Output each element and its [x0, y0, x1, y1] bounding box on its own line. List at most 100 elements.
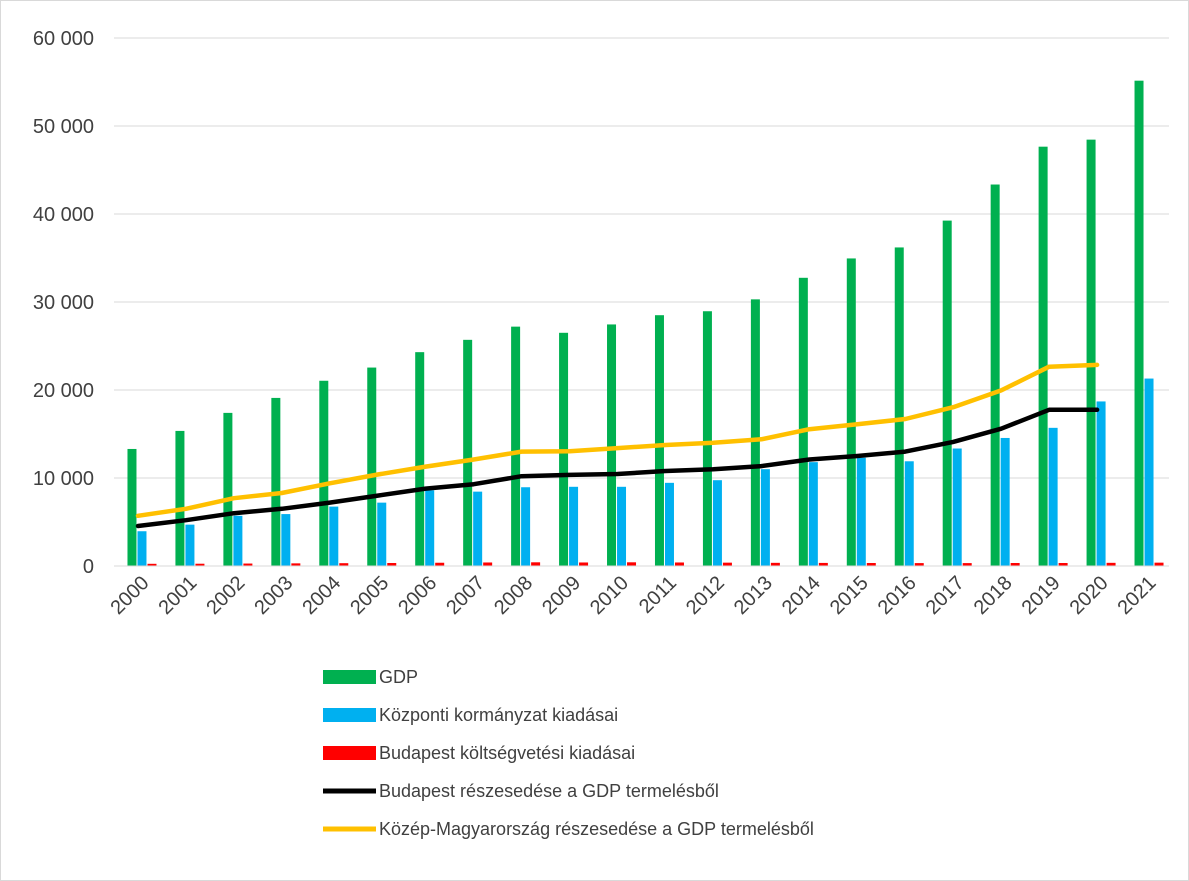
- x-tick-label: 2014: [778, 572, 825, 619]
- bar-budapest-koltsegvetesi-kiadasai-2009: [579, 562, 589, 566]
- x-tick-label: 2016: [874, 572, 921, 619]
- x-tick-label: 2020: [1066, 572, 1113, 619]
- bar-gdp-2002: [223, 412, 233, 566]
- bar-budapest-koltsegvetesi-kiadasai-2016: [914, 563, 924, 566]
- y-tick-label: 20 000: [33, 380, 94, 402]
- bar-gdp-2015: [846, 258, 856, 566]
- legend-label: Központi kormányzat kiadásai: [379, 705, 618, 725]
- y-tick-label: 50 000: [33, 116, 94, 138]
- bar-budapest-koltsegvetesi-kiadasai-2004: [339, 563, 349, 566]
- bar-gdp-2021: [1134, 80, 1144, 567]
- legend: GDP Központi kormányzat kiadásai Budapest …: [323, 667, 814, 839]
- x-tick-label: 2002: [202, 572, 249, 619]
- bar-gdp-2017: [942, 220, 952, 566]
- bar-kozponti-kormanyzat-kiadasai-2008: [521, 487, 531, 566]
- bar-budapest-koltsegvetesi-kiadasai-2020: [1106, 562, 1116, 566]
- bar-kozponti-kormanyzat-kiadasai-2002: [233, 515, 243, 566]
- legend-label: Budapest költségvetési kiadásai: [379, 743, 635, 763]
- legend-swatch: [323, 708, 376, 722]
- x-tick-label: 2011: [635, 572, 681, 618]
- bar-budapest-koltsegvetesi-kiadasai-2006: [435, 562, 445, 566]
- bar-gdp-2011: [654, 315, 664, 566]
- bar-budapest-koltsegvetesi-kiadasai-2011: [674, 562, 684, 566]
- line-kozep-magyarorszag-reszesedese-a-gdp-termelesbol: [135, 362, 1100, 519]
- bar-budapest-koltsegvetesi-kiadasai-2013: [770, 562, 780, 566]
- x-tick-label: 2005: [346, 572, 393, 619]
- bar-kozponti-kormanyzat-kiadasai-2013: [760, 469, 770, 566]
- bar-kozponti-kormanyzat-kiadasai-2019: [1048, 427, 1058, 566]
- bar-budapest-koltsegvetesi-kiadasai-2005: [387, 563, 397, 566]
- bar-kozponti-kormanyzat-kiadasai-2001: [185, 524, 195, 566]
- gridlines: [114, 37, 1169, 567]
- bar-budapest-koltsegvetesi-kiadasai-2001: [195, 563, 205, 566]
- bar-budapest-koltsegvetesi-kiadasai-2018: [1010, 563, 1020, 566]
- bar-gdp-2001: [175, 430, 185, 566]
- legend-swatch: [323, 670, 376, 684]
- bar-budapest-koltsegvetesi-kiadasai-2014: [818, 562, 828, 566]
- series-lines: [135, 362, 1100, 529]
- bar-kozponti-kormanyzat-kiadasai-2014: [808, 462, 818, 566]
- legend-item-gdp: GDP: [323, 667, 418, 687]
- legend-label: GDP: [379, 667, 418, 687]
- x-tick-label: 2001: [154, 572, 201, 619]
- bar-budapest-koltsegvetesi-kiadasai-2010: [627, 562, 637, 566]
- bar-budapest-koltsegvetesi-kiadasai-2008: [531, 562, 541, 566]
- bar-kozponti-kormanyzat-kiadasai-2012: [712, 480, 722, 566]
- bar-kozponti-kormanyzat-kiadasai-2017: [952, 448, 962, 566]
- bar-kozponti-kormanyzat-kiadasai-2020: [1096, 401, 1106, 566]
- y-tick-label: 10 000: [33, 468, 94, 490]
- bar-budapest-koltsegvetesi-kiadasai-2017: [962, 563, 972, 566]
- bar-kozponti-kormanyzat-kiadasai-2004: [329, 506, 339, 566]
- legend-swatch: [323, 746, 376, 760]
- bar-budapest-koltsegvetesi-kiadasai-2002: [243, 563, 253, 566]
- bar-budapest-koltsegvetesi-kiadasai-2000: [147, 563, 157, 566]
- x-tick-label: 2017: [922, 572, 969, 619]
- bar-kozponti-kormanyzat-kiadasai-2009: [569, 486, 579, 566]
- legend-item-budapest-koltsegvetesi-kiadasai: Budapest költségvetési kiadásai: [323, 743, 635, 763]
- y-tick-label: 60 000: [33, 28, 94, 50]
- line-budapest-reszesedese-a-gdp-termelesbol: [135, 407, 1100, 529]
- legend-label: Budapest részesedése a GDP termelésből: [379, 781, 719, 801]
- bar-kozponti-kormanyzat-kiadasai-2016: [904, 461, 914, 566]
- bar-kozponti-kormanyzat-kiadasai-2005: [377, 502, 387, 566]
- bar-gdp-2008: [511, 326, 521, 566]
- bar-budapest-koltsegvetesi-kiadasai-2012: [722, 562, 732, 566]
- bar-kozponti-kormanyzat-kiadasai-2007: [473, 491, 483, 566]
- bar-gdp-2019: [1038, 146, 1048, 566]
- bar-gdp-2006: [415, 352, 425, 566]
- bar-gdp-2014: [798, 277, 808, 566]
- bar-gdp-2003: [271, 397, 281, 566]
- bar-gdp-2000: [127, 448, 137, 566]
- x-tick-label: 2006: [394, 572, 441, 619]
- bar-gdp-2018: [990, 184, 1000, 566]
- x-tick-label: 2009: [538, 572, 585, 619]
- bar-gdp-2012: [702, 311, 712, 566]
- x-tick-label: 2004: [298, 572, 345, 619]
- bar-kozponti-kormanyzat-kiadasai-2021: [1144, 378, 1154, 566]
- bar-gdp-2010: [607, 324, 617, 566]
- bar-kozponti-kormanyzat-kiadasai-2011: [664, 482, 674, 566]
- bar-gdp-2020: [1086, 139, 1096, 566]
- series-kozponti-kormanyzat-kiadasai: [137, 378, 1154, 566]
- y-tick-label: 30 000: [33, 292, 94, 314]
- x-tick-label: 2003: [250, 572, 297, 619]
- bar-budapest-koltsegvetesi-kiadasai-2021: [1154, 562, 1164, 566]
- x-tick-label: 2000: [106, 572, 153, 619]
- y-axis: 0 10 000 20 000 30 000 40 000 50 000 60 000: [33, 28, 94, 578]
- legend-item-budapest-reszesedese-a-gdp-termelesbol: Budapest részesedése a GDP termelésből: [323, 781, 719, 801]
- x-tick-label: 2019: [1018, 572, 1065, 619]
- bar-gdp-2004: [319, 380, 329, 566]
- x-tick-label: 2013: [730, 572, 777, 619]
- bar-kozponti-kormanyzat-kiadasai-2018: [1000, 437, 1010, 566]
- bar-budapest-koltsegvetesi-kiadasai-2007: [483, 562, 493, 566]
- bar-gdp-2013: [750, 299, 760, 566]
- legend-item-kozep-magyarorszag-reszesedese-a-gdp-termelesbol: Közép-Magyarország részesedése a GDP ter…: [323, 819, 814, 839]
- x-tick-label: 2008: [490, 572, 537, 619]
- bar-kozponti-kormanyzat-kiadasai-2015: [856, 457, 866, 566]
- series-budapest-koltsegvetesi-kiadasai: [147, 562, 1164, 566]
- bar-gdp-2005: [367, 367, 377, 566]
- legend-item-kozponti-kormanyzat-kiadasai: Központi kormányzat kiadásai: [323, 705, 618, 725]
- legend-label: Közép-Magyarország részesedése a GDP ter…: [379, 819, 814, 839]
- y-tick-label: 40 000: [33, 204, 94, 226]
